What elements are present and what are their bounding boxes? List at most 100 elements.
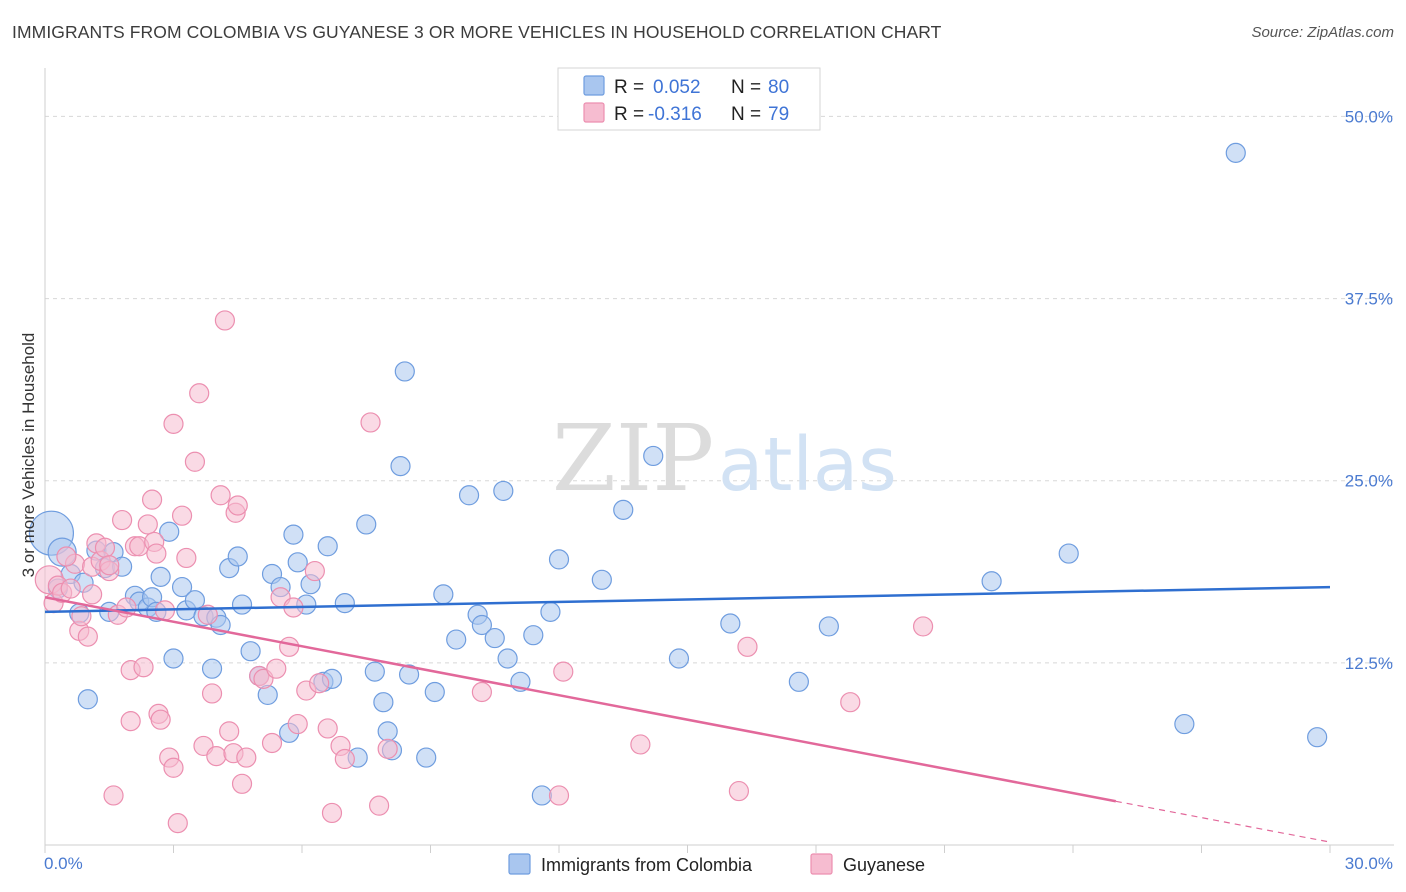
legend-n-value: 80 xyxy=(768,77,789,98)
data-point xyxy=(103,785,124,806)
data-point xyxy=(279,636,300,657)
data-point xyxy=(150,566,171,587)
data-point xyxy=(818,616,839,637)
data-point xyxy=(471,681,492,703)
data-point xyxy=(283,524,304,545)
data-point xyxy=(176,547,197,569)
data-point xyxy=(737,636,758,657)
legend-n-label: N = xyxy=(731,104,761,125)
y-tick-label: 37.5% xyxy=(1345,290,1393,309)
data-point xyxy=(159,521,180,542)
grid xyxy=(45,115,1394,664)
data-point xyxy=(141,489,163,510)
data-point xyxy=(287,713,308,735)
data-point xyxy=(424,681,445,703)
data-point xyxy=(531,785,552,806)
data-point xyxy=(981,571,1002,592)
data-point xyxy=(523,625,544,646)
data-point xyxy=(82,584,103,605)
data-point xyxy=(120,711,141,732)
data-point xyxy=(643,445,664,467)
data-point xyxy=(304,560,325,582)
data-point xyxy=(356,514,377,535)
chart-title: IMMIGRANTS FROM COLOMBIA VS GUYANESE 3 O… xyxy=(12,22,942,42)
data-point xyxy=(266,658,287,679)
data-point xyxy=(334,748,355,770)
data-point xyxy=(99,555,120,576)
data-point xyxy=(1174,713,1195,735)
x-tick-labels: 0.0% 30.0% xyxy=(44,854,1393,873)
data-point xyxy=(390,456,411,477)
data-point xyxy=(163,757,184,778)
series-legend: Immigrants from Colombia Guyanese xyxy=(508,853,925,875)
data-point xyxy=(171,576,193,598)
data-point xyxy=(184,451,206,472)
trend-lines xyxy=(44,585,1331,843)
legend-r-label: R = xyxy=(614,77,644,98)
data-point xyxy=(146,543,167,564)
data-point xyxy=(668,648,690,669)
data-point xyxy=(394,361,415,382)
data-point xyxy=(77,689,98,710)
data-point xyxy=(77,626,98,647)
series-guyanese xyxy=(34,310,934,834)
legend-r-value: -0.316 xyxy=(648,104,702,125)
legend-r-value: 0.052 xyxy=(653,77,701,98)
data-point xyxy=(163,648,184,669)
data-point xyxy=(377,721,398,742)
data-point xyxy=(189,383,210,404)
data-point xyxy=(1058,543,1079,564)
data-point xyxy=(458,485,480,506)
data-point xyxy=(240,641,261,662)
data-point xyxy=(369,795,390,816)
data-point xyxy=(71,606,92,627)
data-point xyxy=(231,773,253,794)
data-point xyxy=(373,692,394,713)
legend-n-label: N = xyxy=(731,77,761,98)
legend-label-colombia: Immigrants from Colombia xyxy=(541,855,753,875)
data-point xyxy=(201,683,223,704)
legend-r-label: R = xyxy=(614,104,644,125)
y-tick-label: 50.0% xyxy=(1345,107,1393,126)
y-tick-label: 25.0% xyxy=(1345,472,1393,491)
data-point xyxy=(287,552,308,573)
data-point xyxy=(497,648,518,669)
data-point xyxy=(334,593,355,614)
data-point xyxy=(171,505,193,526)
data-point xyxy=(433,584,454,605)
data-point xyxy=(261,732,283,754)
data-point xyxy=(1307,727,1328,748)
x-tick-label: 0.0% xyxy=(44,854,83,873)
data-point xyxy=(446,629,467,650)
data-point xyxy=(553,661,574,682)
data-point xyxy=(214,310,235,331)
data-point xyxy=(548,785,570,806)
data-point xyxy=(227,495,248,516)
legend-swatch-guyanese xyxy=(810,853,833,875)
data-point xyxy=(398,664,420,685)
data-point xyxy=(227,546,248,567)
x-tick-label: 30.0% xyxy=(1345,854,1393,873)
data-point xyxy=(377,738,398,759)
legend-label-guyanese: Guyanese xyxy=(843,855,925,875)
data-point xyxy=(111,509,133,531)
correlation-legend: R = 0.052 N = 80 R = -0.316 N = 79 xyxy=(557,67,821,131)
trend-line-guyanese-extension xyxy=(1115,800,1331,843)
data-point xyxy=(137,514,158,535)
data-point xyxy=(219,721,240,742)
data-point xyxy=(133,657,154,678)
data-point xyxy=(163,413,184,434)
legend-swatch-blue xyxy=(583,75,605,96)
legend-n-value: 79 xyxy=(768,104,789,125)
data-point xyxy=(788,671,809,692)
data-point xyxy=(840,692,861,713)
watermark: ZIP atlas xyxy=(552,405,897,512)
y-tick-labels: 12.5% 25.0% 37.5% 50.0% xyxy=(1345,107,1393,672)
data-point xyxy=(364,661,385,682)
data-point xyxy=(471,614,492,636)
source-credit: Source: ZipAtlas.com xyxy=(1251,24,1394,41)
data-point xyxy=(493,480,514,502)
watermark-atlas: atlas xyxy=(718,422,897,508)
data-point xyxy=(1225,142,1246,163)
legend-swatch-colombia xyxy=(508,853,531,875)
